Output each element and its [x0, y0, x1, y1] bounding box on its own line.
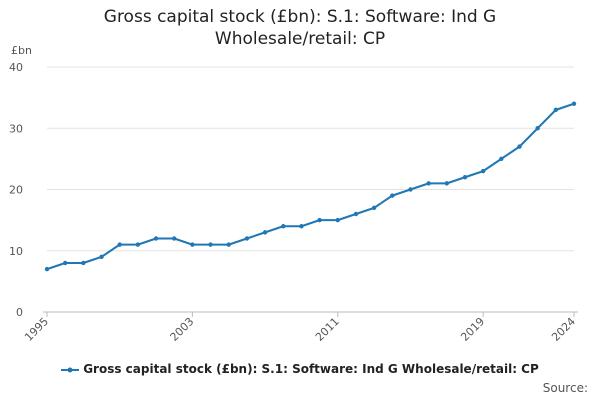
- data-point[interactable]: [244, 236, 250, 241]
- data-point[interactable]: [262, 230, 268, 235]
- series-group: [44, 101, 577, 272]
- data-point[interactable]: [208, 242, 213, 247]
- data-point[interactable]: [99, 254, 104, 260]
- x-tick-label: 1995: [22, 315, 51, 344]
- y-axis-ticks: 0 10 20 30 40: [9, 61, 23, 319]
- y-tick-label: 40: [9, 61, 23, 74]
- data-point[interactable]: [408, 187, 413, 192]
- x-tick-label: 2024: [549, 315, 578, 344]
- data-point[interactable]: [390, 193, 395, 198]
- data-point[interactable]: [317, 217, 322, 223]
- data-point[interactable]: [62, 260, 68, 266]
- y-axis-unit-label: £bn: [11, 44, 32, 57]
- source-label: Source:: [542, 381, 588, 395]
- data-point[interactable]: [571, 101, 577, 106]
- x-tick-label: 2011: [313, 315, 342, 344]
- legend-line-marker-icon: [61, 367, 80, 372]
- data-point[interactable]: [281, 224, 286, 229]
- data-point[interactable]: [426, 181, 431, 186]
- y-tick-label: 0: [16, 306, 23, 319]
- legend[interactable]: Gross capital stock (£bn): S.1: Software…: [0, 362, 600, 376]
- x-tick-label: 2019: [458, 315, 487, 344]
- data-point[interactable]: [480, 168, 486, 174]
- data-point[interactable]: [44, 266, 50, 272]
- y-tick-label: 30: [9, 122, 23, 135]
- data-point[interactable]: [117, 242, 122, 247]
- data-point[interactable]: [81, 260, 86, 266]
- data-point[interactable]: [371, 205, 377, 211]
- chart-title: Gross capital stock (£bn): S.1: Software…: [0, 6, 600, 50]
- chart-title-line-2: Wholesale/retail: CP: [214, 29, 386, 49]
- data-point[interactable]: [153, 236, 159, 241]
- data-point[interactable]: [299, 224, 304, 229]
- chart-title-line-1: Gross capital stock (£bn): S.1: Software…: [103, 7, 497, 27]
- line-chart: 0 10 20 30 40 1995 2003 2011 2019 2024: [9, 61, 578, 344]
- data-point[interactable]: [517, 144, 522, 149]
- data-point[interactable]: [190, 242, 195, 247]
- data-point[interactable]: [226, 242, 231, 247]
- grid-lines: [47, 66, 574, 252]
- data-point[interactable]: [135, 242, 141, 247]
- series-line: [46, 102, 575, 271]
- y-tick-label: 20: [9, 184, 23, 197]
- x-tick-label: 2003: [168, 315, 197, 344]
- x-axis-ticks: 1995 2003 2011 2019 2024: [22, 312, 578, 344]
- data-point[interactable]: [172, 236, 177, 241]
- data-point[interactable]: [535, 126, 540, 131]
- data-point[interactable]: [444, 181, 449, 186]
- data-point[interactable]: [462, 175, 468, 180]
- data-point[interactable]: [335, 217, 340, 223]
- data-point[interactable]: [499, 156, 504, 162]
- data-point[interactable]: [553, 107, 559, 113]
- y-tick-label: 10: [9, 245, 23, 258]
- legend-series-label: Gross capital stock (£bn): S.1: Software…: [83, 362, 539, 376]
- data-point[interactable]: [353, 211, 359, 217]
